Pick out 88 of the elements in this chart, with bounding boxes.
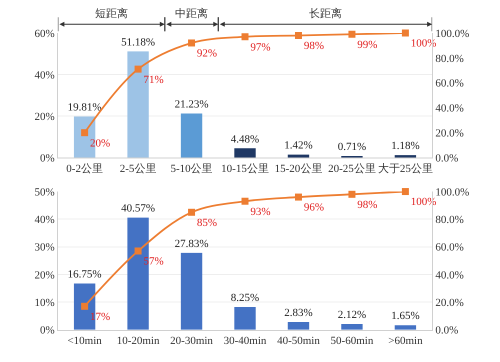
point [242, 33, 249, 40]
y-tick-label: 0% [40, 324, 55, 337]
point [348, 30, 356, 38]
point [188, 208, 196, 216]
y2-tick-label: 20.0% [435, 128, 464, 140]
point [294, 194, 302, 201]
point [134, 248, 142, 254]
bar [288, 154, 310, 158]
y-tick-label: 50% [34, 186, 55, 198]
x-tick-label: 40-50min [277, 335, 320, 347]
bar [394, 325, 416, 330]
point [348, 190, 356, 198]
data-label: 92% [196, 48, 218, 60]
data-label: 1.18% [391, 140, 420, 152]
point [188, 39, 196, 46]
y2-tick-label: 100.0% [435, 28, 470, 40]
data-label: 100% [410, 196, 436, 208]
y2-tick-label: 60.0% [435, 242, 464, 254]
y2-tick-label: 40.0% [435, 269, 464, 282]
data-label: 99% [357, 38, 378, 51]
x-tick-label: 2-5公里 [120, 162, 156, 175]
y2-tick-label: 100.0% [435, 186, 470, 198]
bar [288, 322, 310, 330]
x-tick-label: 5-10公里 [170, 162, 213, 175]
text: 短距离 [95, 7, 128, 20]
bar [180, 114, 202, 158]
y2-tick-label: 0.0% [435, 324, 458, 337]
x-tick-label: 10-15公里 [221, 162, 269, 175]
data-label: 16.75% [68, 268, 102, 280]
y-tick-label: 20% [34, 269, 55, 282]
data-label: 8.25% [230, 292, 260, 304]
x-tick-label: 20-25公里 [328, 162, 376, 175]
data-label: 93% [250, 206, 271, 218]
y-tick-label: 40% [34, 69, 55, 82]
y-tick-label: 20% [34, 110, 55, 123]
x-tick-label: >60min [388, 335, 424, 347]
x-tick-label: 20-30min [170, 335, 214, 347]
bar [341, 324, 363, 330]
y-tick-label: 30% [34, 242, 55, 254]
point [402, 30, 409, 36]
data-label: 85% [196, 216, 218, 229]
x-tick-label: 15-20公里 [274, 162, 322, 175]
data-label: 1.65% [391, 310, 420, 322]
y-tick-label: 0% [40, 152, 55, 164]
y2-tick-label: 80.0% [435, 214, 464, 226]
data-label: 1.42% [284, 140, 313, 152]
data-label: 0.71% [338, 141, 366, 153]
data-label: 51.18% [121, 36, 156, 48]
text: 中距离 [175, 7, 208, 20]
y2-tick-label: 60.0% [435, 78, 464, 90]
y-tick-label: 10% [34, 297, 55, 309]
data-label: 98% [304, 40, 324, 52]
bar [234, 148, 256, 158]
data-label: 71% [143, 74, 164, 86]
data-label: 2.12% [338, 308, 366, 321]
x-tick-label: 0-2公里 [66, 162, 103, 175]
data-label: 21.23% [174, 98, 209, 111]
data-label: 40.57% [121, 202, 156, 215]
x-tick-label: 30-40min [224, 335, 267, 347]
y2-tick-label: 40.0% [435, 102, 464, 115]
y2-tick-label: 0.0% [435, 152, 458, 164]
point [242, 198, 249, 205]
data-label: 20% [90, 137, 110, 150]
data-label: 2.83% [284, 306, 313, 319]
data-label: 100% [410, 38, 436, 50]
data-label: 19.81% [68, 101, 102, 114]
y-tick-label: 60% [34, 28, 55, 40]
x-tick-label: 大于25公里 [378, 162, 433, 175]
data-label: 97% [250, 41, 271, 54]
bar [394, 155, 416, 158]
data-label: 4.48% [230, 133, 260, 146]
data-label: 96% [304, 202, 324, 214]
point [134, 66, 142, 73]
x-tick-label: <10min [67, 335, 102, 347]
data-label: 27.83% [174, 238, 209, 250]
bar [180, 252, 202, 330]
point [81, 129, 88, 136]
bar [234, 306, 256, 330]
point [81, 302, 88, 310]
data-label: 98% [357, 198, 378, 211]
y-tick-label: 40% [34, 214, 55, 226]
x-tick-label: 50-60min [330, 335, 374, 347]
point [294, 32, 302, 39]
y2-tick-label: 20.0% [435, 297, 464, 309]
x-tick-label: 10-20min [116, 335, 160, 347]
y2-tick-label: 80.0% [435, 52, 464, 65]
text: 长距离 [309, 7, 342, 20]
point [402, 188, 409, 196]
